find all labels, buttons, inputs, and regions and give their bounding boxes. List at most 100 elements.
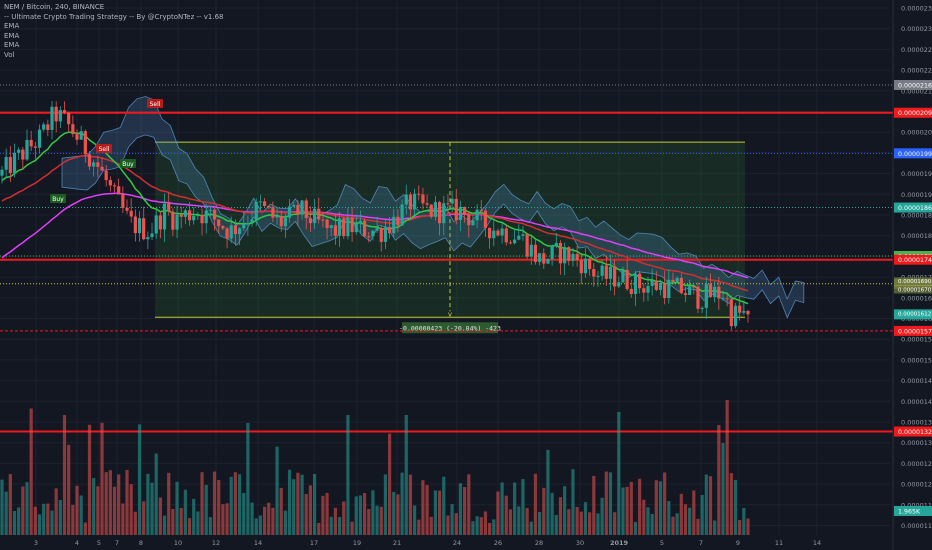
horizontal-levels[interactable] (0, 84, 893, 433)
volume-bar (125, 469, 129, 535)
y-tick-label: 0.00002350 (901, 5, 932, 13)
candle-body (179, 214, 183, 217)
candle-body (392, 216, 396, 234)
candle-body (450, 198, 454, 204)
time-axis[interactable]: 3 4 5 7 8 10 12 14 17 19 21 24 26 28 30 2019 5 7 9 11 14 (34, 539, 821, 547)
volume-bar (454, 513, 458, 535)
volume-bar (371, 490, 375, 535)
strategy-title[interactable]: -- Ultimate Crypto Trading Strategy -- B… (4, 12, 224, 21)
volume-bar (708, 476, 713, 535)
volume-label[interactable]: Vol (4, 50, 15, 59)
signal-label: Buy (52, 196, 64, 203)
volume-bar (379, 506, 383, 535)
ema-2-label[interactable]: EMA (4, 31, 20, 40)
candle-body (83, 131, 87, 155)
candle-body (650, 280, 654, 286)
candles (0, 100, 750, 331)
candle-body (0, 169, 4, 176)
candle-body (425, 203, 429, 205)
volume-bar (575, 507, 579, 535)
candle-body (225, 228, 229, 239)
volume-bar (21, 486, 25, 535)
volume-bar (225, 503, 229, 535)
volume-bar (87, 424, 92, 535)
volume-bar (683, 504, 688, 535)
volume-bar (679, 493, 683, 535)
y-tick-label: 0.00001650 (901, 294, 932, 302)
candle-body (642, 288, 646, 293)
candle-body (317, 208, 321, 220)
candle-body (54, 106, 58, 122)
y-tick-label: 0.00001100 (901, 522, 932, 530)
candle-body (708, 284, 713, 297)
candle-body (387, 227, 392, 234)
x-tick-label: 5 (97, 539, 101, 547)
volume-bar (329, 516, 333, 535)
price-badge-bg (894, 254, 932, 265)
volume-bar (467, 474, 471, 535)
candle-body (742, 311, 746, 313)
y-tick-label: 0.00001800 (901, 232, 932, 240)
candle-body (117, 186, 121, 195)
candle-body (137, 218, 142, 234)
candle-body (87, 154, 92, 167)
price-badge-bg (894, 80, 932, 91)
signal-label: Sell (99, 146, 110, 153)
candle-body (8, 156, 12, 174)
candle-body (608, 266, 613, 279)
candle-body (517, 235, 521, 240)
candle-body (308, 218, 313, 224)
candle-body (496, 230, 500, 236)
candle-body (379, 228, 383, 242)
volume-bar (183, 489, 187, 535)
volume-bar (725, 400, 729, 535)
volume-bar (742, 508, 746, 535)
candle-body (508, 242, 513, 244)
volume-bar (638, 478, 642, 535)
volume-bar (492, 519, 496, 535)
price-badge-label: 0.00002097 (898, 110, 932, 117)
extra-badge-bg (894, 309, 932, 318)
volume-bar (267, 502, 271, 535)
volume-bar (738, 520, 742, 535)
price-badge-label: 0.00001742 (898, 257, 932, 264)
volume-bar (538, 512, 542, 535)
candle-body (729, 299, 733, 327)
volume-bar (604, 471, 608, 535)
volume-badge-label: 1.965K (898, 509, 921, 516)
candle-body (446, 203, 450, 205)
volume-bar (62, 415, 67, 535)
volume-bar (287, 469, 292, 535)
volume-bar (412, 505, 417, 535)
extra-badge-label: 0.00001612 (898, 312, 931, 318)
volume-bar (483, 511, 488, 535)
candle-body (492, 230, 496, 239)
ema-1-label[interactable]: EMA (4, 22, 20, 30)
volume-bar (129, 484, 133, 535)
candle-body (192, 215, 196, 221)
volume-bar (12, 510, 17, 535)
volume-bar (71, 504, 75, 535)
ema-3-label[interactable]: EMA (4, 41, 20, 49)
volume-badge-bg (894, 506, 932, 516)
volume-bar (246, 422, 250, 535)
candle-body (571, 253, 575, 261)
candle-body (625, 269, 629, 289)
candle-body (25, 139, 29, 160)
volume-bar (450, 504, 454, 535)
candle-body (229, 225, 233, 239)
volume-bar (500, 482, 504, 535)
y-tick-label: 0.00001950 (901, 170, 932, 178)
volume-bar (629, 481, 633, 535)
x-tick-label: 14 (254, 539, 262, 547)
volume-bar (271, 507, 275, 535)
volume-bar (692, 490, 696, 535)
volume-bar (200, 472, 204, 535)
volume-bar (554, 515, 558, 535)
candle-body (12, 152, 17, 174)
volume-bar (308, 485, 313, 535)
candle-body (371, 230, 375, 237)
volume-bar (58, 500, 62, 535)
symbol-title[interactable]: NEM / Bitcoin, 240, BINANCE (4, 3, 105, 11)
